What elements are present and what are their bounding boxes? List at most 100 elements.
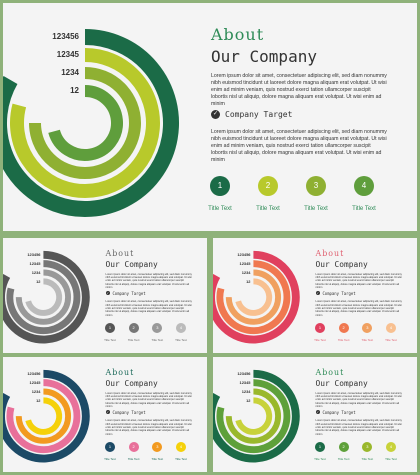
- target-circle-2[interactable]: 2: [258, 176, 278, 196]
- target-title-4: Title Text: [352, 206, 376, 212]
- about-heading: About: [105, 367, 135, 377]
- ring-arc-4: [235, 278, 273, 316]
- main-slide-preview[interactable]: 123456 12345 1234 12 About Our Company Lorem i…: [3, 3, 417, 231]
- target-circle-1[interactable]: 1: [315, 442, 325, 453]
- intro-paragraph: Lorem ipsum dolor sit amet, consectetuer…: [105, 391, 192, 409]
- target-title-4: Title Text: [385, 338, 397, 343]
- thumbnail-red[interactable]: 123456 12345 1234 12 About Our Company Lorem i…: [213, 238, 417, 353]
- ring-label-3: 1234: [61, 68, 79, 77]
- ring-label-2: 12345: [56, 50, 79, 59]
- ring-label-1: 123456: [27, 371, 41, 377]
- target-circle-4[interactable]: 4: [176, 442, 186, 453]
- target-circle-3[interactable]: 3: [152, 323, 163, 334]
- radial-progress-chart: [3, 29, 179, 217]
- ring-arc-4: [25, 397, 63, 435]
- company-heading: Our Company: [211, 47, 317, 66]
- target-circle-3[interactable]: 3: [152, 442, 163, 453]
- ring-arc-2: [216, 260, 291, 335]
- thumbnail-gray[interactable]: 123456 12345 1234 12 About Our Company Lorem i…: [3, 238, 207, 353]
- radial-progress-chart: [3, 250, 90, 344]
- company-heading: Our Company: [315, 259, 368, 269]
- target-title-1: Title Text: [314, 338, 326, 343]
- ring-label-3: 1234: [241, 389, 251, 395]
- target-title-3: Title Text: [151, 338, 164, 343]
- target-paragraph: Lorem ipsum dolor sit amet, consectetuer…: [211, 129, 387, 164]
- check-icon: ✓: [315, 290, 320, 296]
- ring-arc-3: [225, 269, 281, 325]
- thumbnail-teal[interactable]: 123456 12345 1234 1 2 About Our Company Lorem i…: [3, 357, 207, 472]
- target-circle-2[interactable]: 2: [128, 442, 139, 453]
- about-heading: About: [211, 25, 265, 44]
- about-heading: About: [315, 367, 345, 377]
- target-title-3: Title Text: [304, 206, 328, 212]
- ring-arc-2: [6, 379, 81, 454]
- target-circle-1[interactable]: 1: [105, 323, 115, 334]
- thumbnail-green[interactable]: 123456 12345 1234 12 About Our Company Lorem i…: [213, 357, 417, 472]
- target-title-2: Title Text: [337, 457, 350, 462]
- about-heading: About: [105, 248, 135, 258]
- intro-paragraph: Lorem ipsum dolor sit amet, consectetuer…: [105, 272, 192, 290]
- ring-arc-4: [25, 278, 63, 316]
- target-paragraph: Lorem ipsum dolor sit amet, consectetuer…: [105, 300, 192, 317]
- company-heading: Our Company: [105, 259, 158, 269]
- target-title-4: Title Text: [175, 338, 187, 343]
- target-title-1: Title Text: [104, 338, 116, 343]
- ring-label-4: 12: [246, 278, 251, 284]
- target-title-2: Title Text: [127, 338, 140, 343]
- target-title-2: Title Text: [256, 206, 280, 212]
- target-title-4: Title Text: [385, 457, 397, 462]
- ring-label-2: 12345: [29, 261, 41, 267]
- target-title-2: Title Text: [337, 338, 350, 343]
- company-heading: Our Company: [105, 378, 158, 388]
- ring-label-4: 12: [70, 86, 79, 95]
- company-target-label: Company Target: [112, 290, 146, 296]
- target-circle-3[interactable]: 3: [362, 442, 373, 453]
- target-circle-4[interactable]: 4: [176, 323, 186, 334]
- target-circle-2[interactable]: 2: [338, 442, 349, 453]
- ring-arc-3: [29, 67, 141, 179]
- intro-paragraph: Lorem ipsum dolor sit amet, consectetuer…: [315, 391, 402, 409]
- target-title-1: Title Text: [314, 457, 326, 462]
- ring-arc-2: [6, 260, 81, 335]
- company-heading: Our Company: [315, 378, 368, 388]
- ring-label-2: 12345: [239, 261, 251, 267]
- ring-label-4: 12: [36, 278, 41, 284]
- check-icon: ✓: [105, 409, 110, 415]
- target-circle-1[interactable]: 1: [315, 323, 325, 334]
- target-circle-4[interactable]: 4: [386, 442, 396, 453]
- target-circle-1[interactable]: 1: [105, 442, 115, 453]
- check-icon: ✓: [315, 409, 320, 415]
- check-icon: ✓: [105, 290, 110, 296]
- target-circle-2[interactable]: 2: [338, 323, 349, 334]
- ring-label-2: 12345: [29, 380, 41, 386]
- target-circle-3[interactable]: 3: [306, 176, 326, 196]
- target-title-1: Title Text: [104, 457, 116, 462]
- target-paragraph: Lorem ipsum dolor sit amet, consectetuer…: [315, 419, 402, 436]
- ring-arc-3: [15, 388, 71, 444]
- ring-arc-4: [235, 397, 273, 435]
- company-target-label: Company Target: [225, 110, 293, 119]
- target-circle-1[interactable]: 1: [210, 176, 230, 196]
- target-paragraph: Lorem ipsum dolor sit amet, consectetuer…: [315, 300, 402, 317]
- ring-arc-2: [10, 48, 160, 198]
- ring-label-3: 1234: [31, 270, 41, 276]
- target-circle-3[interactable]: 3: [362, 323, 373, 334]
- company-target-label: Company Target: [322, 409, 356, 415]
- target-circle-4[interactable]: 4: [354, 176, 374, 196]
- target-circle-2[interactable]: 2: [128, 323, 139, 334]
- ring-arc-1: [213, 250, 300, 344]
- check-icon: ✓: [211, 110, 220, 119]
- intro-paragraph: Lorem ipsum dolor sit amet, consectetuer…: [211, 73, 387, 108]
- company-target-label: Company Target: [322, 290, 356, 296]
- ring-label-3: 1234: [31, 389, 41, 395]
- radial-progress-chart: [213, 250, 300, 344]
- ring-label-3: 1234: [241, 270, 251, 276]
- ring-label-1: 123456: [27, 252, 41, 258]
- target-paragraph: Lorem ipsum dolor sit amet, consectetuer…: [105, 419, 192, 436]
- target-title-3: Title Text: [361, 457, 374, 462]
- ring-arc-1: [3, 250, 90, 344]
- ring-label-1: 123456: [52, 32, 79, 41]
- target-circle-4[interactable]: 4: [386, 323, 396, 334]
- target-title-3: Title Text: [361, 338, 374, 343]
- intro-paragraph: Lorem ipsum dolor sit amet, consectetuer…: [315, 272, 402, 290]
